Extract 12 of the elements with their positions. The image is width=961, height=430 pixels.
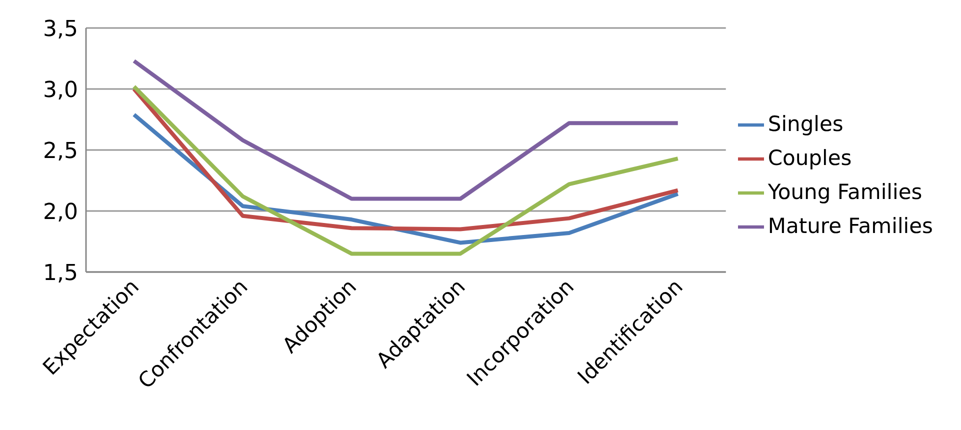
y-tick-label: 3,5 <box>43 16 78 42</box>
line-series <box>132 87 680 232</box>
y-tick-label: 3,0 <box>43 78 78 103</box>
y-tick-label: 2,5 <box>43 138 78 164</box>
legend-label: Singles <box>768 112 844 136</box>
line-series <box>132 58 680 201</box>
legend-label: Mature Families <box>768 214 933 238</box>
y-tick-label: 1,5 <box>43 260 78 286</box>
legend-label: Couples <box>768 146 852 170</box>
legend-label: Young Families <box>768 180 922 204</box>
line-series <box>132 84 680 256</box>
y-tick-label: 2,0 <box>43 200 78 225</box>
